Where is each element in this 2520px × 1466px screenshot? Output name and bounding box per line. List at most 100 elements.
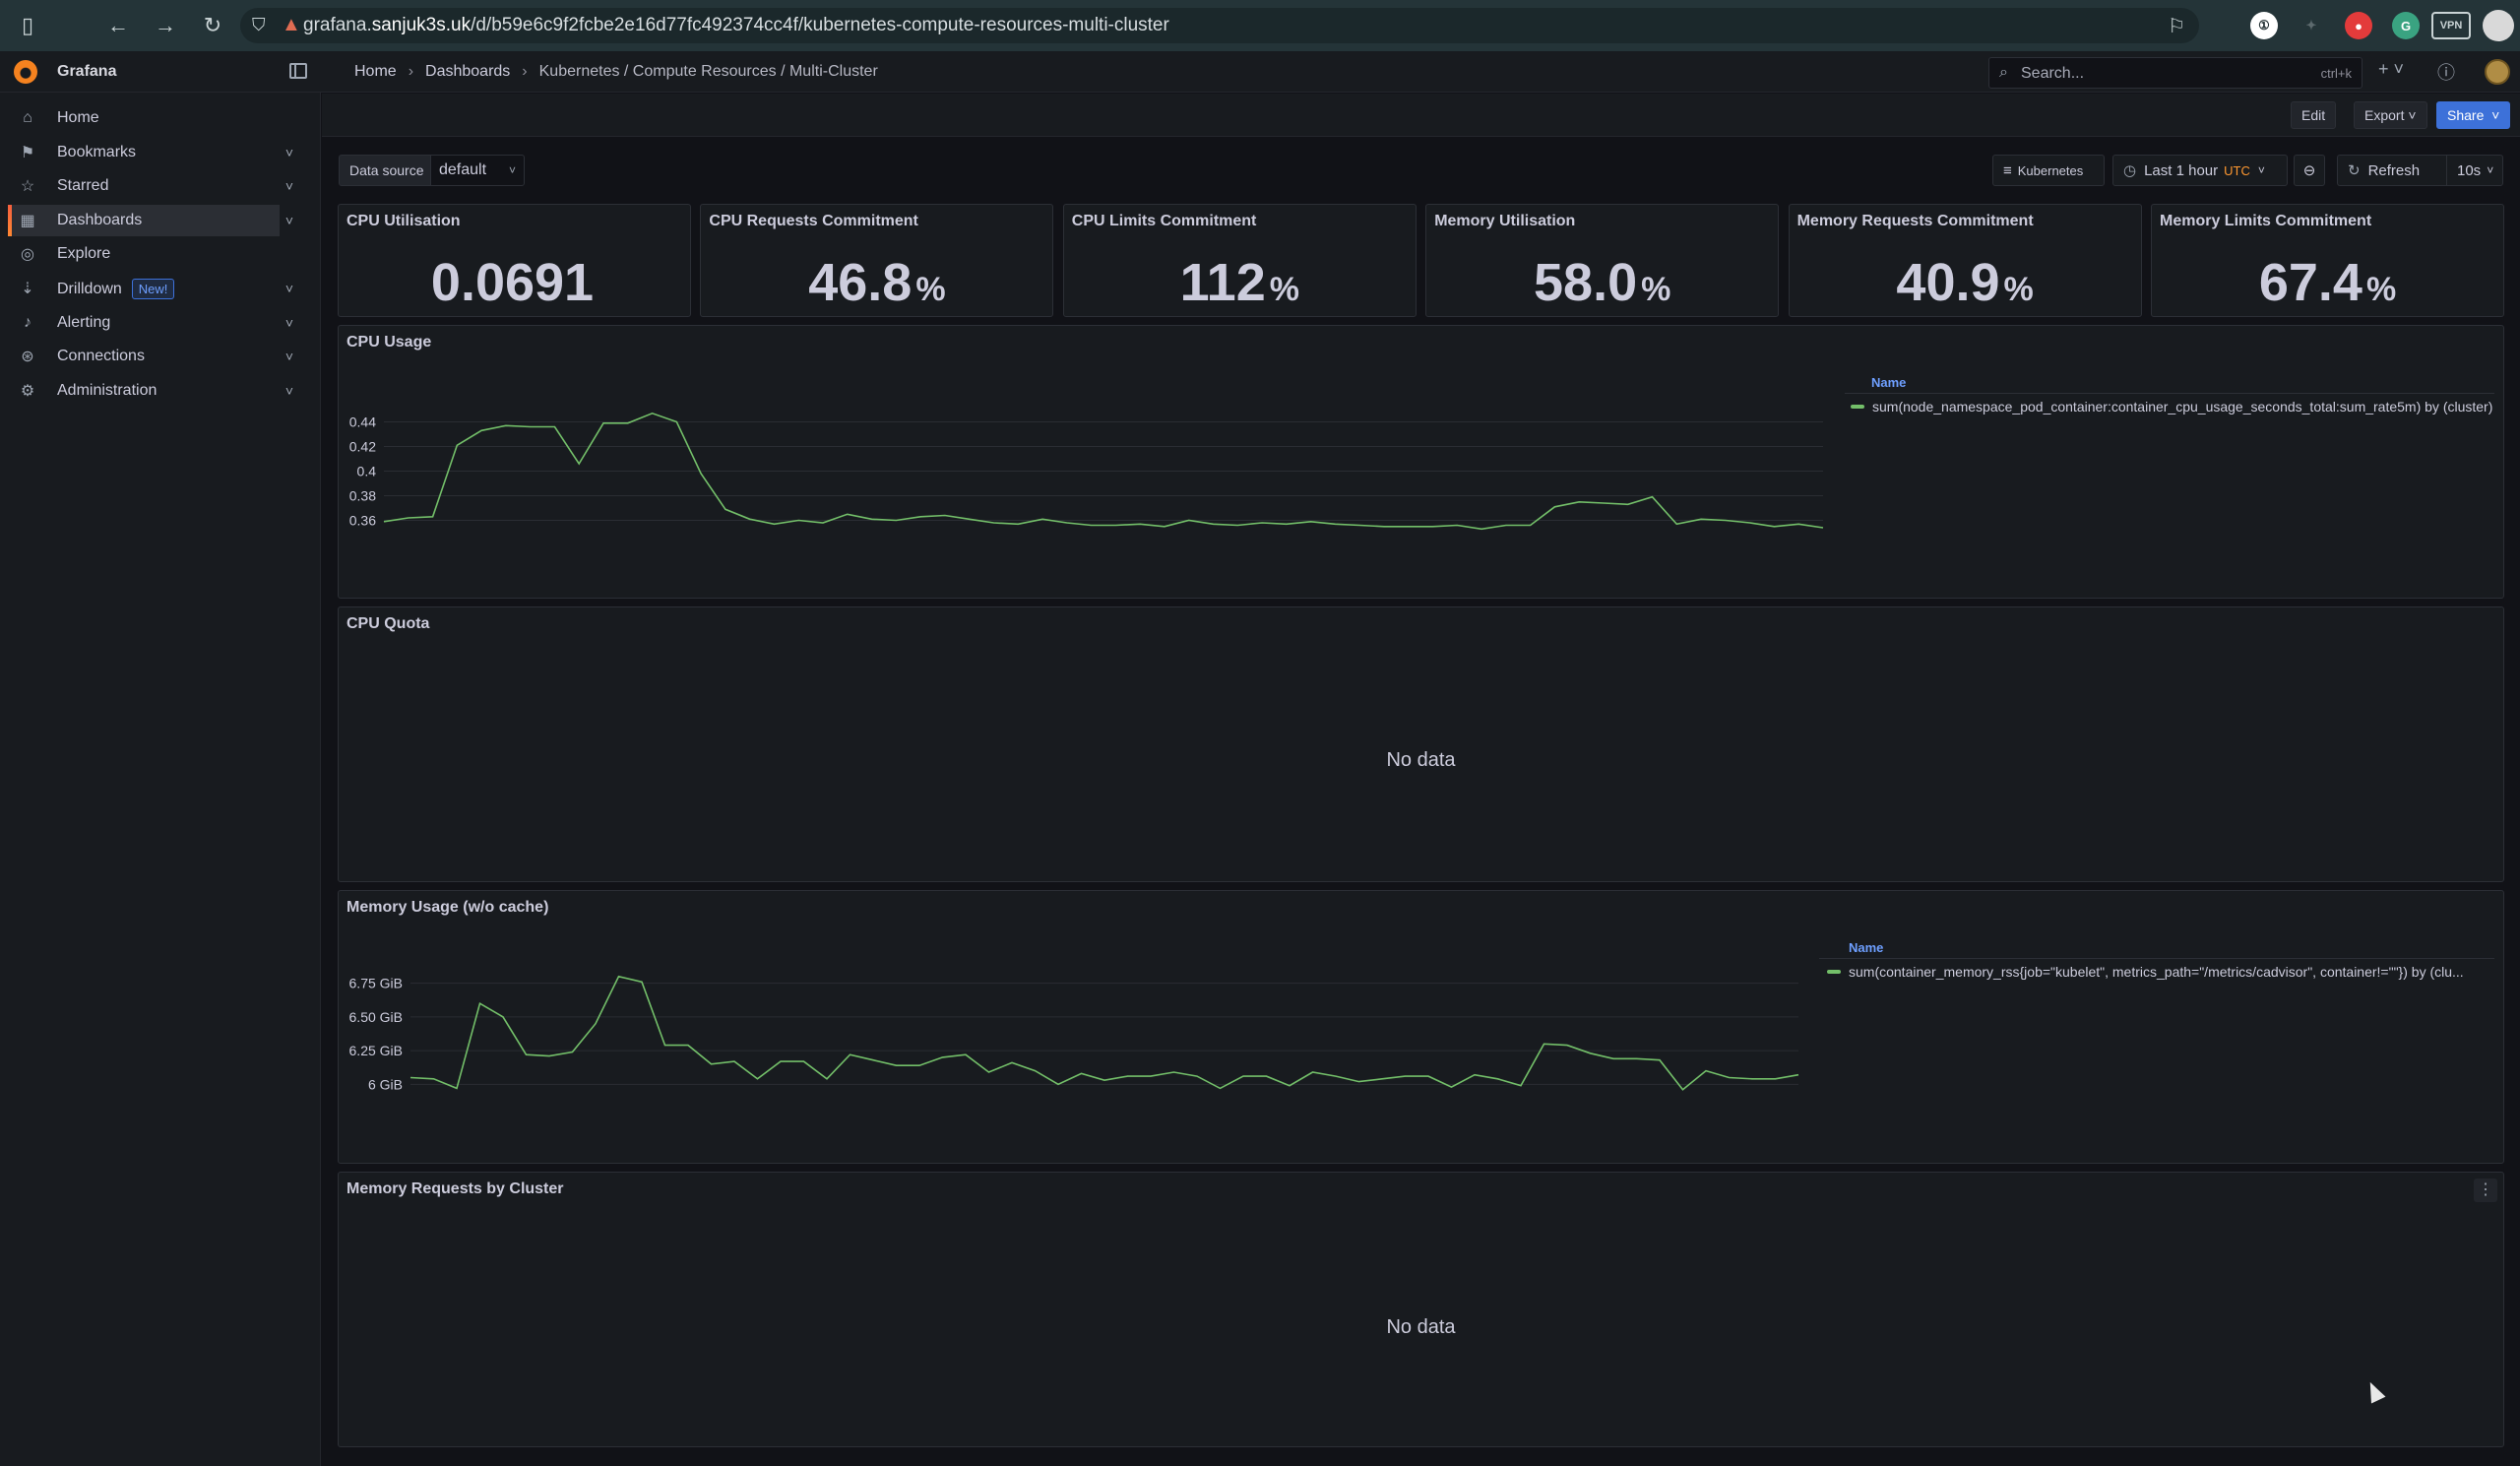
chevron-down-icon[interactable]: ˅ [284,382,293,399]
grafana-logo-icon[interactable] [14,60,37,84]
chevron-down-icon[interactable]: ˅ [284,281,293,296]
sidebar-toggle-icon[interactable]: ▯ [21,13,34,37]
legend-divider [1845,393,2494,394]
chevron-down-icon: ˅ [508,163,516,177]
chevron-down-icon[interactable]: ˅ [284,212,293,228]
sidebar-item-starred[interactable]: ☆ Starred ˅ [8,170,293,202]
chevron-down-icon[interactable]: ˅ [284,144,293,160]
chevron-down-icon: ˅ [2487,163,2494,177]
search-input[interactable]: ⌕ Search... ctrl+k [1988,57,2362,89]
dock-menu-icon[interactable] [289,63,307,79]
sidebar-item-dashboards[interactable]: ▦ Dashboards ˅ [8,204,293,236]
datasource-value: default [439,161,487,178]
y-tick-label: 6.75 GiB [349,976,403,991]
url-text: grafana.sanjuk3s.uk/d/b59e6c9f2fcbe2e16d… [303,15,1169,36]
cpu-usage-panel[interactable]: CPU Usage 0.360.380.40.420.4413:2013:251… [338,325,2504,599]
share-button[interactable]: Share ˅ [2436,101,2511,129]
vpn-icon[interactable]: VPN [2431,12,2471,39]
dashboard-links-button[interactable]: ≡ Kubernetes [1992,155,2105,186]
legend-label: sum(node_namespace_pod_container:contain… [1872,399,2493,414]
stat-panel[interactable]: CPU Requests Commitment 46.8% [700,204,1054,317]
refresh-button[interactable]: ↻ Refresh [2337,155,2447,186]
url-domain-prefix: grafana. [303,15,372,35]
sidebar-item-connections[interactable]: ⊛ Connections ˅ [8,341,293,372]
memory-requests-panel[interactable]: Memory Requests by Cluster ⋮ No data [338,1172,2504,1447]
panel-title: Memory Usage (w/o cache) [346,899,549,916]
edit-button[interactable]: Edit [2291,101,2337,129]
sidebar-item-label: Bookmarks [57,143,137,160]
extension-icon[interactable]: ✦ [2305,18,2317,32]
gear-icon: ⚙ [20,382,35,400]
grammar-extension-icon[interactable]: G [2392,12,2420,39]
zoom-out-icon: ⊖ [2302,162,2316,179]
export-button[interactable]: Export ˅ [2354,101,2427,129]
sidebar-item-drilldown[interactable]: ⇣ Drilldown New! ˅ [8,273,293,304]
sidebar-item-text: Dashboards [57,212,280,229]
share-label: Share [2447,107,2485,123]
sidebar-item-text: Administration [57,382,280,400]
address-bar[interactable]: ⛉ ▲ grafana.sanjuk3s.uk/d/b59e6c9f2fcbe2… [240,8,2199,43]
stat-unit: % [2365,271,2397,308]
stat-panel[interactable]: Memory Limits Commitment 67.4% [2151,204,2504,317]
warning-icon[interactable]: ▲ [282,14,301,35]
dashboards-icon: ▦ [20,212,35,229]
breadcrumb-home[interactable]: Home [354,63,397,80]
sidebar-item-label: Drilldown [57,280,122,297]
sidebar-item-bookmarks[interactable]: ⚑ Bookmarks ˅ [8,137,293,168]
compass-icon: ◎ [21,246,34,264]
no-data-message: No data [1386,749,1456,771]
sidebar-item-administration[interactable]: ⚙ Administration ˅ [8,375,293,407]
sidebar-item-label: Administration [57,381,158,399]
refresh-interval-select[interactable]: 10s ˅ [2446,155,2503,186]
brand-name: Grafana [57,63,117,80]
sidebar-item-alerting[interactable]: ♪ Alerting ˅ [8,307,293,339]
datasource-label-text: Data source [349,162,424,178]
memory-usage-panel[interactable]: Memory Usage (w/o cache) 6 GiB 6.25 GiB 6.… [338,890,2504,1164]
sidebar-item-text: Bookmarks [57,144,280,161]
chevron-down-icon: ˅ [2408,107,2417,123]
bookmark-page-icon[interactable]: ⚐ [2168,16,2185,37]
legend-divider [1819,958,2494,959]
chevron-down-icon[interactable]: ˅ [284,178,293,195]
chevron-down-icon[interactable]: ˅ [284,314,293,331]
stat-panel[interactable]: CPU Utilisation 0.0691 [338,204,691,317]
stat-panel[interactable]: CPU Limits Commitment 112% [1062,204,1417,317]
stat-panel[interactable]: Memory Utilisation 58.0% [1425,204,1780,317]
sidebar-item-home[interactable]: ⌂ Home [8,102,280,134]
chevron-down-icon: ˅ [2257,163,2265,177]
legend-item[interactable]: sum(container_memory_rss{job="kubelet", … [1827,964,2464,980]
back-arrow-icon[interactable]: ← [107,13,129,37]
help-icon[interactable]: ⓘ [2437,63,2455,83]
series-line [410,975,1799,1091]
panel-title: CPU Quota [346,615,430,632]
cpu-quota-panel[interactable]: CPU Quota No data [338,606,2504,882]
breadcrumb-dashboards[interactable]: Dashboards [425,63,511,80]
stat-title: CPU Requests Commitment [709,213,918,229]
timezone-label: UTC [2224,162,2250,178]
sidebar-item-explore[interactable]: ◎ Explore [8,238,280,270]
datasource-select[interactable]: default ˅ [430,155,525,186]
stat-title: CPU Limits Commitment [1071,213,1257,229]
legend-item[interactable]: sum(node_namespace_pod_container:contain… [1851,399,2492,414]
stat-value-group: 40.9% [1790,252,2141,313]
time-range-picker[interactable]: ◷ Last 1 hour UTC ˅ [2112,155,2288,186]
record-extension-icon[interactable]: ● [2345,12,2372,39]
stat-panel[interactable]: Memory Requests Commitment 40.9% [1788,204,2142,317]
sidebar-item-label: Alerting [57,313,111,331]
url-path: /d/b59e6c9f2fcbe2e16d77fc492374cc4f/kube… [471,15,1169,35]
forward-arrow-icon[interactable]: → [155,13,176,37]
bookmark-icon: ⚑ [20,144,35,161]
bell-icon: ♪ [24,313,32,331]
zoom-out-button[interactable]: ⊖ [2294,155,2325,186]
cpu-usage-chart[interactable]: 0.360.380.40.420.4413:2013:2513:3013:351… [339,326,1845,600]
panel-menu-icon[interactable]: ⋮ [2474,1179,2497,1202]
user-avatar[interactable] [2485,59,2510,85]
vpn-label: VPN [2439,20,2463,32]
chevron-down-icon[interactable]: ˅ [284,349,293,365]
sidebar-item-label: Explore [57,245,111,263]
reload-icon[interactable]: ↻ [203,13,222,37]
profile-avatar[interactable] [2483,10,2514,41]
plus-icon[interactable]: + ˅ [2378,59,2405,79]
password-manager-icon[interactable]: ① [2250,12,2278,39]
